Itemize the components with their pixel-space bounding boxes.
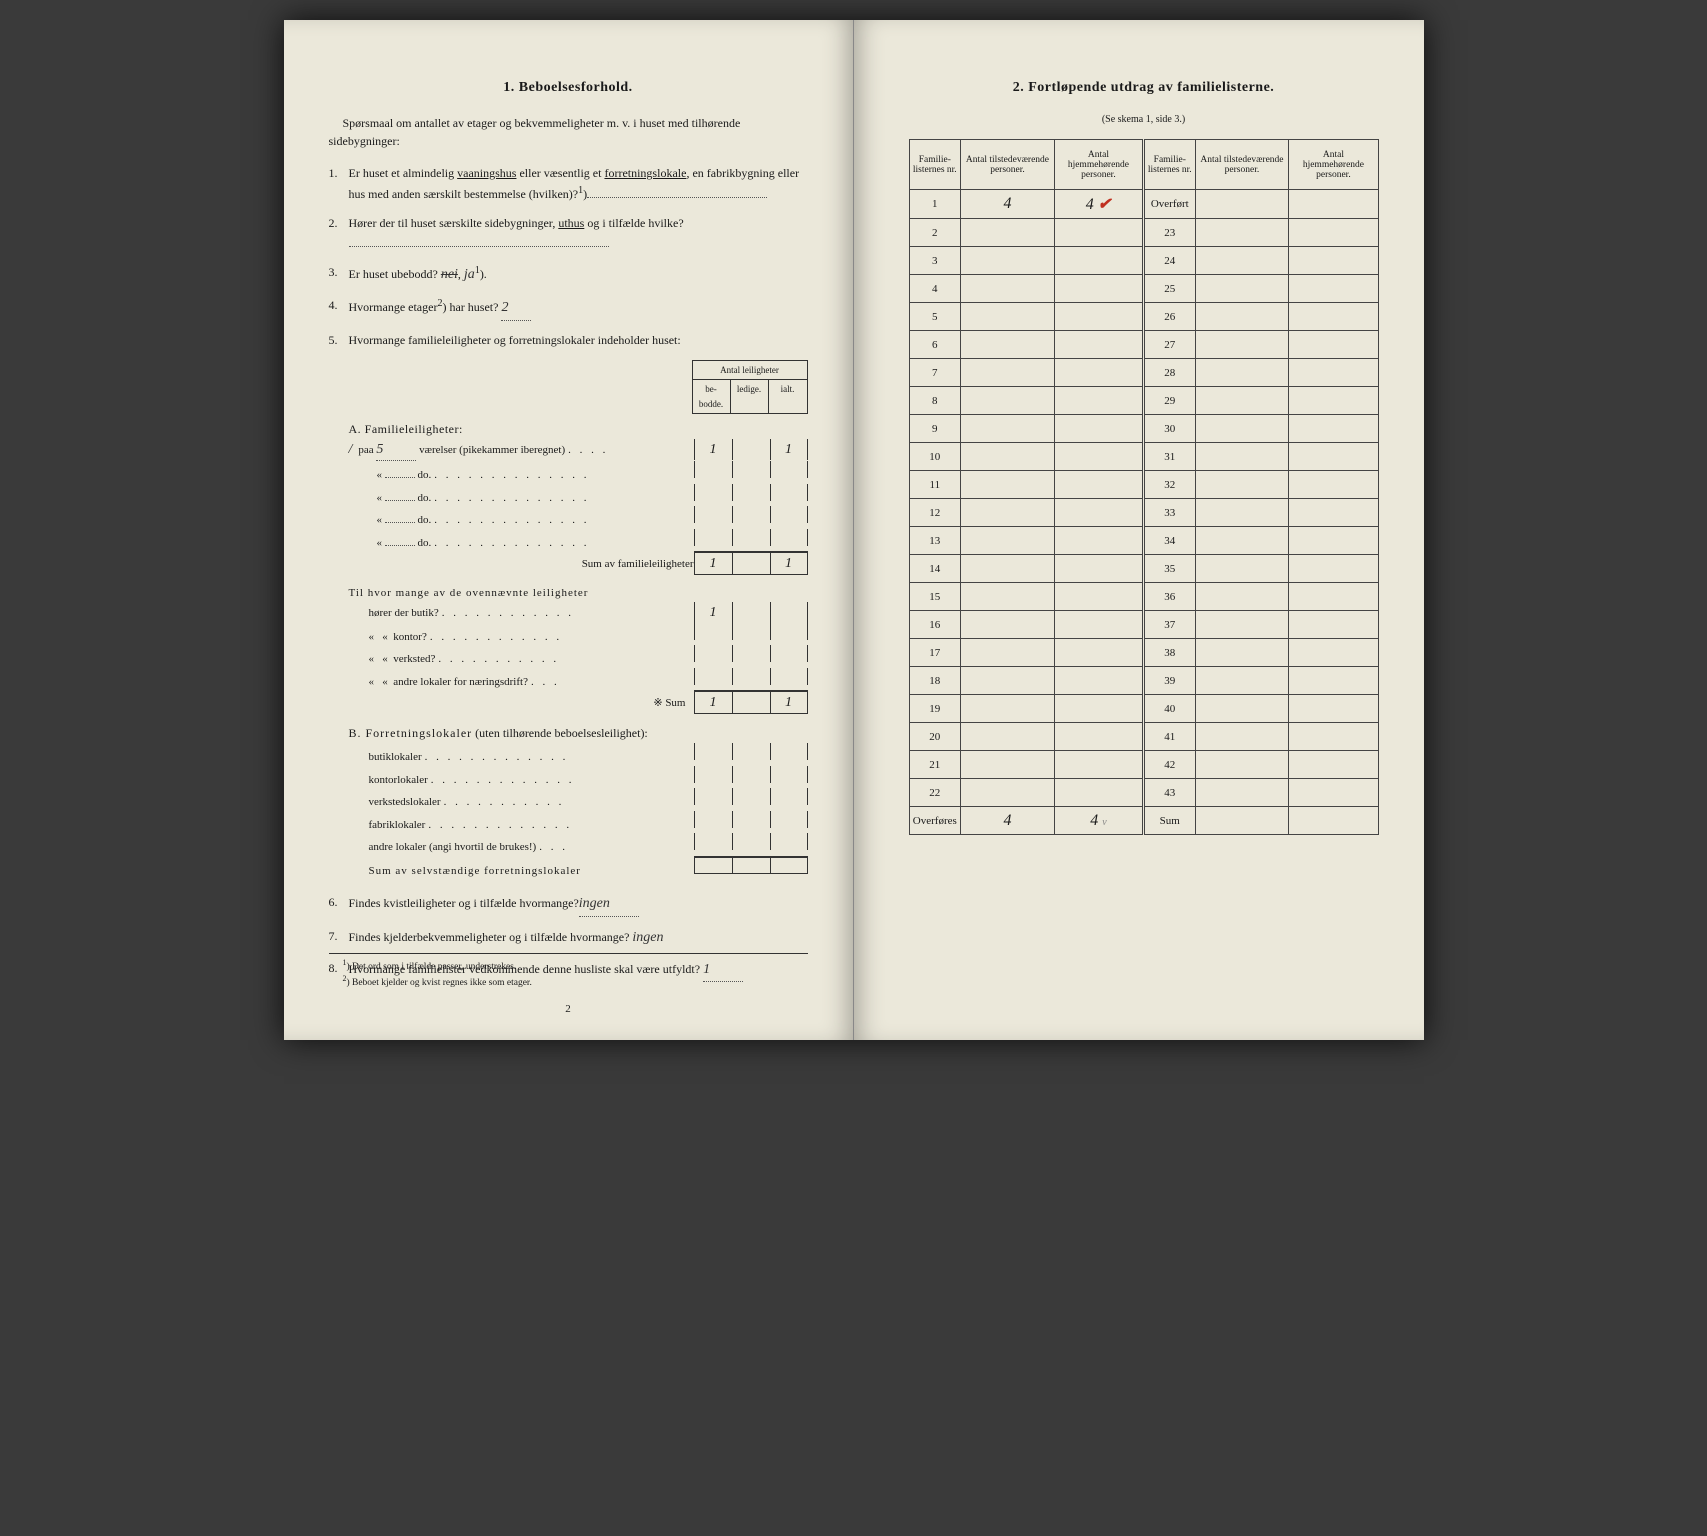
table-row: 2 23 [909,219,1378,247]
page-number: 2 [284,1003,853,1015]
table-row: 7 28 [909,359,1378,387]
section-1-title: 1. Beboelsesforhold. [329,80,808,96]
table-row: 4 25 [909,275,1378,303]
table-row: 9 30 [909,415,1378,443]
table-row: 19 40 [909,695,1378,723]
table-row: 5 26 [909,303,1378,331]
right-page: 2. Fortløpende utdrag av familielisterne… [854,20,1424,1040]
table-row: 22 43 [909,779,1378,807]
table-row: 12 33 [909,499,1378,527]
table-row: 16 37 [909,611,1378,639]
q6-answer: ingen [579,896,610,911]
intro-text: Spørsmaal om antallet av etager og bekve… [329,114,808,150]
section-a-label: A. Familieleiligheter: [349,420,808,439]
table-row: 20 41 [909,723,1378,751]
til-hvor-block: Til hvor mange av de ovennævnte leilighe… [349,585,808,714]
left-page: 1. Beboelsesforhold. Spørsmaal om antall… [284,20,854,1040]
question-4: 4. Hvormange etager2) har huset? 2 [349,296,808,320]
question-7: 7. Findes kjelderbekvemmeligheter og i t… [349,927,808,949]
sum-label: Sum [1143,807,1195,835]
table-row: 8 29 [909,387,1378,415]
footnotes: 1) Det ord som i tilfælde passer, unders… [329,953,808,990]
q7-answer: ingen [632,930,663,945]
table-row: 21 42 [909,751,1378,779]
question-6: 6. Findes kvistleiligheter og i tilfælde… [349,893,808,916]
table-row: 11 32 [909,471,1378,499]
q3-nei: nei [441,267,458,282]
table-row: 3 24 [909,247,1378,275]
book-spread: 1. Beboelsesforhold. Spørsmaal om antall… [284,20,1424,1040]
q3-answer: ja [464,267,475,282]
question-list: 1. Er huset et almindelig vaaningshus el… [329,164,808,982]
section-a: A. Familieleiligheter: / paa 5 værelser … [349,420,808,879]
table-row: 1 4 4 ✔ Overført [909,190,1378,219]
table-row: 15 36 [909,583,1378,611]
overfores-label: Overføres [909,807,961,835]
section-2-title: 2. Fortløpende utdrag av familielisterne… [909,80,1379,96]
section-2-subtitle: (Se skema 1, side 3.) [909,114,1379,125]
question-3: 3. Er huset ubebodd? nei, ja1). [349,263,808,286]
table-row: 10 31 [909,443,1378,471]
q4-answer: 2 [501,300,508,315]
question-1: 1. Er huset et almindelig vaaningshus el… [349,164,808,204]
family-list-table: Familie- listernes nr. Antal tilstedevær… [909,139,1379,835]
question-5: 5. Hvormange familieleiligheter og forre… [349,331,808,880]
table-row: 18 39 [909,667,1378,695]
table-row: 17 38 [909,639,1378,667]
section-b: B. Forretningslokaler (uten tilhørende b… [349,724,808,879]
table-row: 6 27 [909,331,1378,359]
table-row: 13 34 [909,527,1378,555]
question-2: 2. Hører der til huset særskilte sidebyg… [349,214,808,252]
leilighet-header: Antal leiligheter be- bodde. ledige. ial… [349,360,808,414]
table-row: 14 35 [909,555,1378,583]
